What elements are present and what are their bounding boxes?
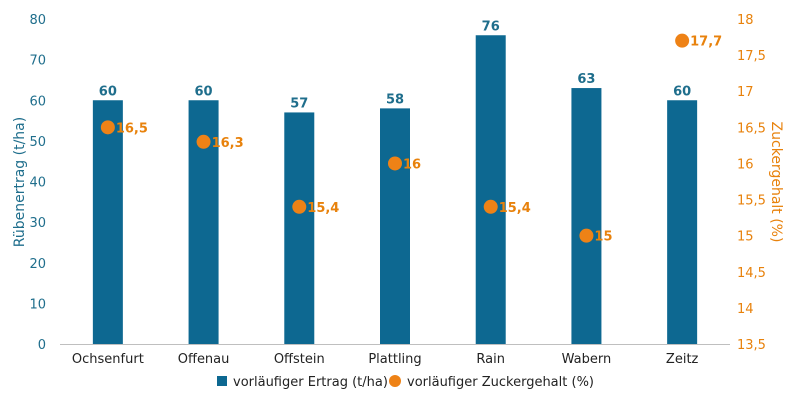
left-tick-label: 50 — [29, 135, 46, 150]
bar — [380, 108, 410, 344]
right-tick-label: 16,5 — [737, 121, 766, 136]
bar-data-label: 60 — [99, 84, 117, 99]
left-tick-label: 70 — [29, 54, 46, 69]
category-label: Plattling — [368, 352, 421, 367]
bar-data-label: 76 — [482, 19, 500, 34]
right-tick-label: 14 — [737, 302, 754, 317]
right-axis-title: Zuckergehalt (%) — [768, 122, 784, 243]
point-data-label: 16,5 — [116, 121, 148, 136]
right-tick-label: 14,5 — [737, 266, 766, 281]
left-axis-ticks: 0 10 20 30 40 50 60 70 80 — [29, 13, 46, 353]
left-tick-label: 30 — [29, 216, 46, 231]
point-data-label: 16,3 — [212, 136, 244, 151]
point-data-label: 15,4 — [499, 201, 531, 216]
category-labels: Ochsenfurt Offenau Offstein Plattling Rain Wa… — [72, 352, 699, 367]
left-axis-title: Rübenertrag (t/ha) — [12, 117, 28, 247]
point-data-labels: 16,5 16,3 15,4 16 15,4 15 17,7 — [116, 35, 722, 245]
data-point — [388, 156, 402, 171]
point-data-label: 17,7 — [690, 35, 722, 50]
category-label: Ochsenfurt — [72, 352, 144, 367]
point-data-label: 15,4 — [307, 201, 339, 216]
bar — [92, 100, 123, 344]
legend-label-point: vorläufiger Zuckergehalt (%) — [407, 375, 594, 390]
bar-series — [92, 35, 698, 344]
point-series — [100, 33, 690, 243]
bar-data-label: 63 — [577, 72, 595, 87]
right-tick-label: 16 — [737, 157, 754, 172]
legend: vorläufiger Ertrag (t/ha) vorläufiger Zu… — [217, 375, 594, 390]
bar-data-label: 60 — [673, 84, 691, 99]
legend-label-bar: vorläufiger Ertrag (t/ha) — [233, 375, 388, 390]
right-tick-label: 17 — [737, 85, 754, 100]
bar — [667, 100, 698, 344]
data-point — [196, 134, 211, 149]
legend-swatch-point — [389, 375, 401, 387]
right-tick-label: 18 — [737, 13, 754, 28]
right-tick-label: 15,5 — [737, 194, 766, 209]
bar-data-labels: 60 60 57 58 76 63 60 — [99, 19, 691, 111]
data-point — [579, 228, 594, 243]
point-data-label: 15 — [594, 230, 612, 245]
right-tick-label: 15 — [737, 230, 754, 245]
left-tick-label: 60 — [29, 94, 46, 109]
bar — [571, 88, 602, 344]
category-label: Rain — [476, 352, 505, 367]
category-label: Wabern — [562, 352, 612, 367]
category-label: Offstein — [274, 352, 325, 367]
right-axis-ticks: 13,5 14 14,5 15 15,5 16 16,5 17 17,5 18 — [737, 13, 766, 353]
data-point — [100, 120, 115, 135]
left-tick-label: 10 — [29, 297, 46, 312]
left-tick-label: 80 — [29, 13, 46, 28]
right-tick-label: 17,5 — [737, 49, 766, 64]
right-tick-label: 13,5 — [737, 338, 766, 353]
data-point — [483, 199, 498, 214]
bar-data-label: 57 — [290, 96, 308, 111]
legend-swatch-bar — [217, 376, 227, 386]
category-label: Zeitz — [666, 352, 699, 367]
point-data-label: 16 — [403, 157, 421, 172]
left-tick-label: 40 — [29, 176, 46, 191]
left-tick-label: 0 — [38, 338, 46, 353]
data-point — [675, 33, 690, 48]
category-label: Offenau — [178, 352, 230, 367]
bar-data-label: 58 — [386, 92, 404, 107]
bar-data-label: 60 — [195, 84, 213, 99]
bar — [284, 112, 315, 344]
bar — [475, 35, 506, 344]
data-point — [292, 199, 307, 214]
left-tick-label: 20 — [29, 257, 46, 272]
